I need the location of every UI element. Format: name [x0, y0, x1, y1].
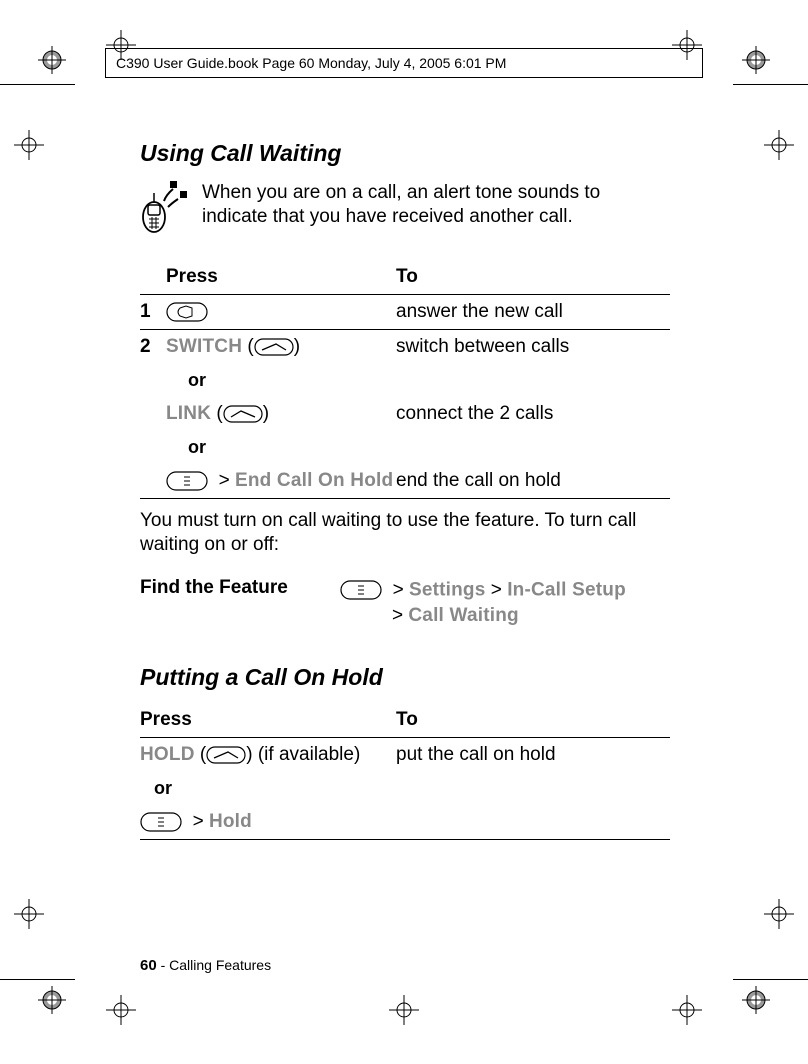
- hold-to: put the call on hold: [396, 738, 670, 773]
- cross-mark-icon: [14, 899, 44, 934]
- reg-mark-icon: [38, 986, 66, 1014]
- switch-key-cell: SWITCH (): [166, 330, 396, 365]
- step1-to: answer the new call: [396, 295, 670, 330]
- table-head-press: Press: [140, 705, 396, 738]
- send-key-cell: [166, 295, 396, 330]
- menu-hold-label: Hold: [209, 811, 252, 832]
- cross-mark-icon: [106, 995, 136, 1030]
- menu-hold-cell: > Hold: [140, 805, 396, 840]
- hold-table: Press To HOLD () (if available) put the …: [140, 705, 670, 840]
- after-table-text: You must turn on call waiting to use the…: [140, 509, 670, 557]
- right-softkey-icon: [206, 744, 246, 766]
- page-number: 60: [140, 957, 157, 974]
- reg-mark-icon: [38, 46, 66, 74]
- menu-key-icon: [140, 811, 182, 833]
- send-key-icon: [166, 301, 208, 323]
- page-footer: 60 - Calling Features: [140, 957, 271, 974]
- or-text: or: [166, 364, 396, 397]
- or-text: or: [166, 431, 396, 464]
- path-settings: Settings: [409, 579, 486, 600]
- cross-mark-icon: [389, 995, 419, 1030]
- left-softkey-icon: [223, 403, 263, 425]
- menu-key-icon: [340, 577, 382, 604]
- hold-label: HOLD: [140, 744, 195, 765]
- table-head-to: To: [396, 262, 670, 295]
- find-feature-label: Find the Feature: [140, 577, 340, 631]
- cross-mark-icon: [764, 130, 794, 165]
- phone-signal-icon: [140, 181, 188, 238]
- link-key-cell: LINK (): [166, 397, 396, 431]
- menu-end-cell: > End Call On Hold: [166, 464, 396, 499]
- hold-key-cell: HOLD () (if available): [140, 738, 396, 773]
- link-to: connect the 2 calls: [396, 397, 670, 431]
- step-number: 2: [140, 330, 166, 365]
- section-title-call-waiting: Using Call Waiting: [140, 140, 670, 167]
- or-text: or: [140, 772, 396, 805]
- step-number: 1: [140, 295, 166, 330]
- cross-mark-icon: [672, 995, 702, 1030]
- find-feature-row: Find the Feature > Settings > In-Call Se…: [140, 577, 670, 631]
- table-head-press: Press: [166, 262, 396, 295]
- menu-key-icon: [166, 470, 208, 492]
- call-waiting-table: Press To 1 answer the new call 2 SWITCH …: [140, 262, 670, 499]
- footer-section: - Calling Features: [157, 957, 271, 973]
- reg-mark-icon: [742, 46, 770, 74]
- section-title-hold: Putting a Call On Hold: [140, 664, 670, 691]
- page-content: Using Call Waiting When you are on a cal…: [140, 140, 670, 850]
- cross-mark-icon: [14, 130, 44, 165]
- framemaker-header: C390 User Guide.book Page 60 Monday, Jul…: [105, 48, 703, 78]
- reg-mark-icon: [742, 986, 770, 1014]
- switch-to: switch between calls: [396, 330, 670, 365]
- end-to: end the call on hold: [396, 464, 670, 499]
- switch-label: SWITCH: [166, 336, 242, 357]
- gt: >: [219, 470, 230, 491]
- header-text: C390 User Guide.book Page 60 Monday, Jul…: [116, 55, 506, 71]
- cross-mark-icon: [764, 899, 794, 934]
- hold-suffix: (if available): [253, 744, 361, 765]
- table-head-to: To: [396, 705, 670, 738]
- right-softkey-icon: [254, 336, 294, 358]
- feature-path: > Settings > In-Call Setup > Call Waitin…: [340, 577, 626, 631]
- link-label: LINK: [166, 403, 211, 424]
- intro-text: When you are on a call, an alert tone so…: [202, 181, 670, 229]
- path-call-waiting: Call Waiting: [408, 605, 518, 626]
- path-incall: In-Call Setup: [507, 579, 626, 600]
- end-call-on-hold-label: End Call On Hold: [235, 470, 393, 491]
